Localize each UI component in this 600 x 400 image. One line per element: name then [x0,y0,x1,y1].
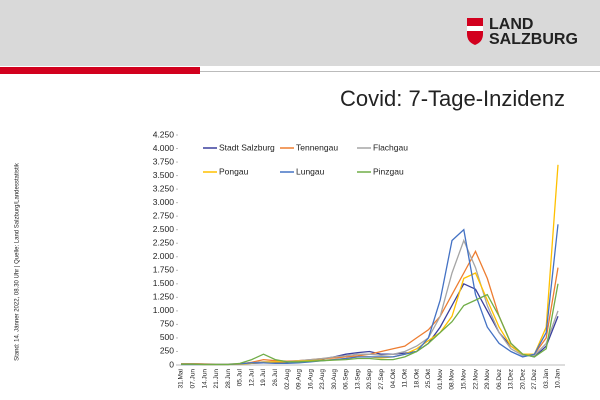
x-tick-label: 01.Nov [437,368,444,389]
x-tick-label: 03.Jan [543,369,550,389]
x-tick-label: 31.Mai [178,369,185,389]
y-tick-label: 1.250 [153,292,175,302]
logo-stripe [467,26,483,31]
y-tick-label: 250 [160,346,174,356]
y-tick-label: 3.750 [153,156,175,166]
x-tick-label: 29.Nov [484,368,491,389]
y-tick-label: 750 [160,319,174,329]
y-tick-label: 3.500 [153,170,175,180]
legend-label: Pongau [219,166,249,176]
x-tick-label: 20.Dez [519,369,526,390]
y-tick-label: 2.500 [153,224,175,234]
x-tick-label: 23.Aug [319,369,326,390]
x-tick-label: 09.Aug [296,369,303,390]
x-tick-label: 16.Aug [307,369,314,390]
x-tick-label: 10.Jan [555,369,562,389]
x-tick-label: 25.Okt [425,369,432,388]
y-tick-label: 3.250 [153,183,175,193]
series-line [181,224,559,366]
x-tick-label: 26.Jul [272,368,279,386]
y-tick-label: 2.250 [153,237,175,247]
x-tick-label: 21.Jun [213,369,220,389]
x-tick-label: 12.Jul [248,368,255,386]
x-tick-label: 11.Okt [402,369,409,388]
x-tick-label: 04.Okt [390,369,397,388]
x-tick-label: 27.Sep [378,369,385,390]
logo-text: LAND [489,16,533,33]
legend-label: Tennengau [296,142,338,152]
x-tick-label: 14.Jun [201,369,208,389]
legend-label: Stadt Salzburg [219,142,275,152]
series-line [181,282,559,365]
y-tick-label: 0 [169,359,174,369]
legend-label: Flachgau [373,142,408,152]
y-tick-label: 2.000 [153,251,175,261]
legend-label: Pinzgau [373,166,404,176]
y-tick-label: 1.750 [153,265,175,275]
x-tick-label: 06.Dez [496,369,503,390]
header-band [0,0,600,66]
x-tick-label: 30.Aug [331,369,338,390]
x-tick-label: 02.Aug [284,369,291,390]
y-tick-label: 3.000 [153,197,175,207]
x-tick-label: 13.Dez [508,369,515,390]
x-tick-label: 06.Sep [343,369,350,390]
series-line [181,283,559,366]
x-tick-label: 22.Nov [472,368,479,389]
y-tick-label: 500 [160,332,174,342]
x-tick-label: 05.Jul [237,368,244,386]
rule [200,71,600,72]
logo-shield [467,18,483,45]
y-tick-label: 4.000 [153,143,175,153]
logo-text: SALZBURG [489,31,578,48]
y-tick-label: 1.500 [153,278,175,288]
x-tick-label: 28.Jun [225,369,232,389]
red-bar [0,67,200,74]
x-tick-label: 27.Dez [531,369,538,390]
x-tick-label: 13.Sep [354,369,361,390]
x-tick-label: 20.Sep [366,369,373,390]
x-tick-label: 07.Jun [190,369,197,389]
logo: LAND SALZBURG [467,16,578,48]
series-line [181,249,559,365]
x-tick-label: 08.Nov [449,368,456,389]
x-tick-label: 15.Nov [460,368,467,389]
chart-title: Covid: 7-Tage-Inzidenz [340,86,565,111]
x-tick-label: 18.Okt [413,369,420,388]
x-tick-label: 19.Jul [260,368,267,386]
legend-label: Lungau [296,166,325,176]
source-note: Stand: 14. Jänner 2022, 08.30 Uhr | Quel… [15,162,21,361]
y-tick-label: 2.750 [153,210,175,220]
y-tick-label: 1.000 [153,305,175,315]
y-tick-label: 4.250 [153,129,175,139]
